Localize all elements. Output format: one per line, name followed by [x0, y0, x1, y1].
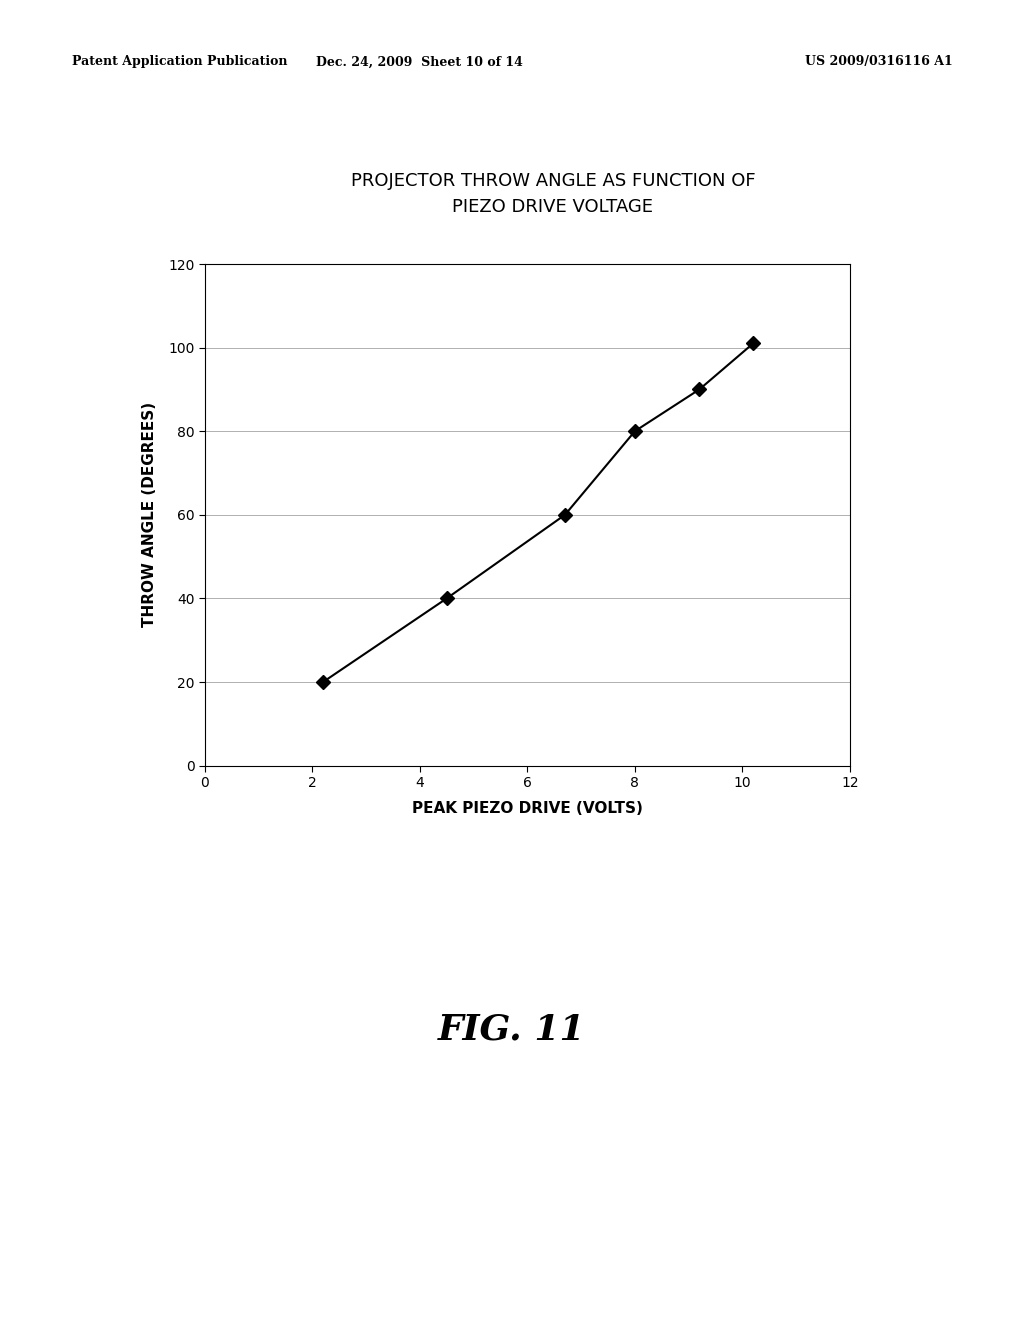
- Text: Dec. 24, 2009  Sheet 10 of 14: Dec. 24, 2009 Sheet 10 of 14: [316, 55, 523, 69]
- Text: PROJECTOR THROW ANGLE AS FUNCTION OF: PROJECTOR THROW ANGLE AS FUNCTION OF: [350, 172, 756, 190]
- Y-axis label: THROW ANGLE (DEGREES): THROW ANGLE (DEGREES): [142, 403, 157, 627]
- Text: Patent Application Publication: Patent Application Publication: [72, 55, 287, 69]
- X-axis label: PEAK PIEZO DRIVE (VOLTS): PEAK PIEZO DRIVE (VOLTS): [412, 801, 643, 816]
- Text: FIG. 11: FIG. 11: [438, 1012, 586, 1047]
- Text: PIEZO DRIVE VOLTAGE: PIEZO DRIVE VOLTAGE: [453, 198, 653, 216]
- Text: US 2009/0316116 A1: US 2009/0316116 A1: [805, 55, 952, 69]
